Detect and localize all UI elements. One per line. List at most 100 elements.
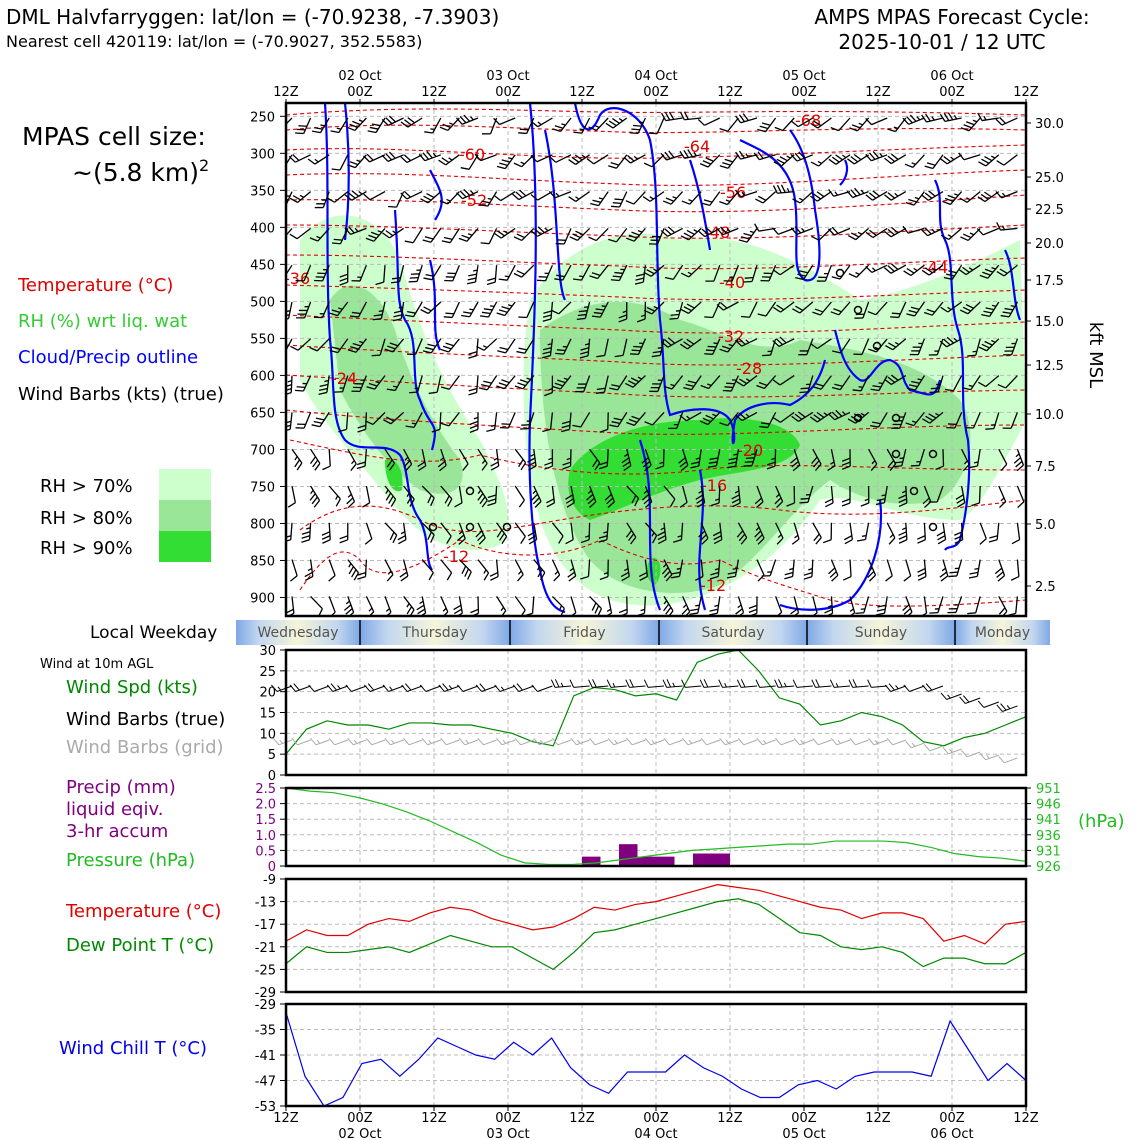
wind-barb <box>827 226 851 236</box>
bottom-date-label: 03 Oct <box>486 1127 529 1140</box>
wind-barb <box>648 228 665 245</box>
wind-barb <box>542 412 554 433</box>
wind-barb <box>786 485 796 507</box>
wind-barb <box>816 264 833 282</box>
wind-barb <box>431 412 442 433</box>
precip-bar <box>582 856 601 866</box>
wind-barb <box>338 412 349 433</box>
wind-barb <box>518 117 535 135</box>
wind-barb-true-label: Wind Barbs (true) <box>66 709 225 730</box>
wind-barb <box>626 411 646 426</box>
wind-barb <box>643 301 665 315</box>
wind-barb <box>710 485 721 507</box>
wind-barb <box>792 191 814 204</box>
wind-barb <box>527 522 538 545</box>
wind-barb <box>290 559 298 582</box>
wind-barb <box>735 411 758 422</box>
pressure-unit: (hPa) <box>1078 811 1125 832</box>
bottom-hour-label: 12Z <box>717 1111 743 1126</box>
panel-frame <box>284 877 1028 994</box>
panel-ytick-label: 2.5 <box>255 782 276 797</box>
top-hour-label: 00Z <box>791 85 817 100</box>
wind-barb <box>318 375 330 395</box>
wind-barb-grid <box>886 737 906 746</box>
wind-barb <box>438 154 460 166</box>
wind-barb <box>867 301 888 316</box>
wind-barb <box>339 265 349 286</box>
station-title: DML Halvfarryggen: lat/lon = (-70.9238, … <box>6 5 499 29</box>
wind-barb <box>477 448 488 471</box>
wind-barb <box>550 301 572 315</box>
wind-barb <box>288 154 311 163</box>
bottom-hour-label: 12Z <box>1013 1111 1039 1126</box>
wind-barb <box>620 559 630 582</box>
wind-barb <box>480 228 498 245</box>
wind-barb <box>929 375 944 394</box>
top-hour-label: 00Z <box>643 85 669 100</box>
wind-barb <box>644 411 665 426</box>
wind-barb <box>530 191 553 201</box>
precip-label-2: liquid eqiv. <box>66 799 163 820</box>
wind-barb <box>985 412 1000 430</box>
cycle-time: 2025-10-01 / 12 UTC <box>838 30 1045 54</box>
wind-barb <box>885 559 893 582</box>
wind-barb <box>461 301 479 318</box>
wind-barb <box>455 114 479 125</box>
wind-barb <box>349 301 367 318</box>
wind-barb <box>757 117 777 133</box>
wind-barb <box>444 264 460 282</box>
temp-label: -24 <box>331 369 357 388</box>
wind-barb <box>496 375 516 390</box>
wind-barb <box>568 154 590 165</box>
wind-barb <box>660 226 683 237</box>
wind-barb <box>898 485 908 508</box>
wind-barb <box>998 448 1008 472</box>
wind-barb <box>638 559 648 581</box>
wind-barb-true <box>755 679 776 688</box>
wind-barb <box>812 375 832 390</box>
wind-barb <box>735 150 758 160</box>
top-hour-label: 12Z <box>569 85 595 100</box>
wind-barb <box>548 190 572 199</box>
wind-barb <box>514 596 526 616</box>
panel-ytick-label: 5 <box>268 748 276 763</box>
top-date-label: 02 Oct <box>338 69 381 84</box>
wind-barb <box>847 153 869 165</box>
wind-barb <box>959 191 981 203</box>
wind-barb <box>311 117 330 134</box>
wind-barb-true <box>345 684 367 692</box>
panel-ytick-label: -21 <box>255 941 276 956</box>
wind-barb <box>486 412 498 432</box>
wind-barb <box>493 191 516 202</box>
wind-barb <box>854 301 870 319</box>
wind-barb <box>812 522 822 545</box>
wind-barb <box>487 485 498 507</box>
wind-barb <box>580 559 591 580</box>
wind-barb <box>774 117 795 132</box>
wind-barb <box>883 263 907 274</box>
panel-ytick-label: -17 <box>255 918 276 933</box>
wind-barb <box>286 264 293 280</box>
wind-barb <box>707 449 721 468</box>
wind-barb <box>322 449 331 471</box>
wind-barb <box>784 559 795 580</box>
wind-barb <box>321 522 331 544</box>
wind-barb <box>296 301 312 319</box>
wind-barb <box>988 522 1000 543</box>
wind-barb-true <box>829 679 851 688</box>
wind-barb <box>979 264 1000 279</box>
temp-panel-label: Temperature (°C) <box>65 901 221 922</box>
wind-barb <box>364 411 386 426</box>
wind-barb <box>365 227 386 242</box>
wind-barb <box>936 522 947 545</box>
panel-ytick-label: -9 <box>263 873 276 888</box>
temp-label: -20 <box>737 441 763 460</box>
wind-barb <box>994 559 1006 582</box>
wind-barb <box>422 338 442 354</box>
wind-barb <box>611 191 628 208</box>
wind-barb <box>756 375 777 390</box>
wind-barb <box>591 301 609 318</box>
wind-barb <box>868 448 878 472</box>
wind-barb <box>995 190 1018 199</box>
wind-barb <box>286 338 293 355</box>
